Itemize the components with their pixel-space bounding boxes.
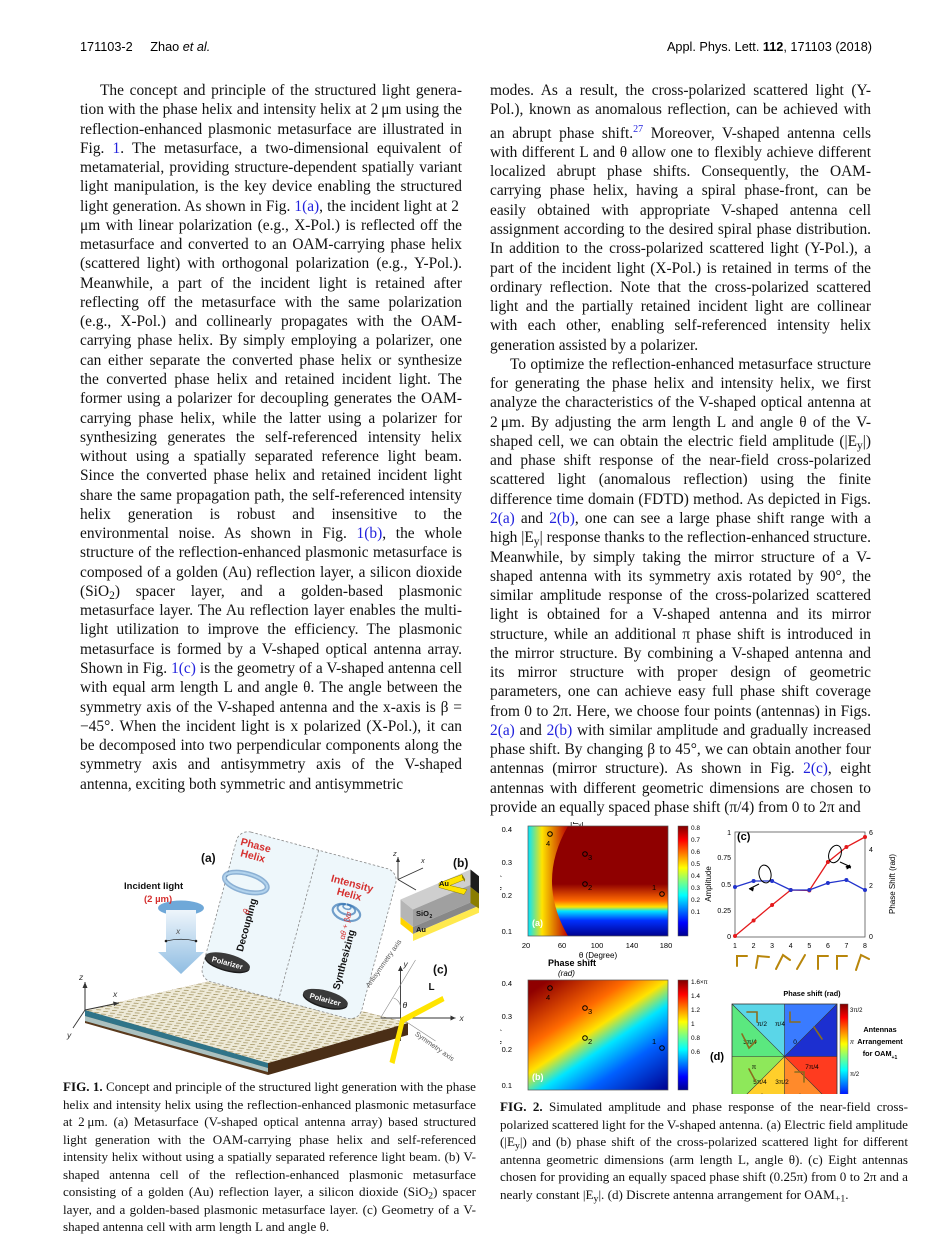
svg-text:0.1: 0.1 bbox=[691, 909, 700, 916]
svg-text:×π: ×π bbox=[700, 980, 708, 986]
svg-text:1: 1 bbox=[652, 883, 656, 892]
svg-text:3π/2: 3π/2 bbox=[775, 1079, 789, 1086]
svg-text:π/2: π/2 bbox=[850, 1072, 860, 1078]
svg-text:y: y bbox=[403, 959, 409, 969]
svg-text:z: z bbox=[392, 849, 397, 858]
svg-text:0.2: 0.2 bbox=[502, 891, 512, 900]
svg-text:0.6: 0.6 bbox=[691, 1049, 700, 1056]
svg-text:4: 4 bbox=[789, 943, 793, 950]
svg-text:180: 180 bbox=[660, 941, 673, 950]
svg-text:(a): (a) bbox=[532, 918, 543, 928]
svg-text:0.1: 0.1 bbox=[502, 927, 512, 936]
svg-text:7π/4: 7π/4 bbox=[805, 1064, 819, 1071]
svg-text:0.4: 0.4 bbox=[502, 825, 512, 834]
svg-text:100: 100 bbox=[591, 941, 604, 950]
svg-text:Symmetry axis: Symmetry axis bbox=[413, 1031, 455, 1063]
svg-text:x: x bbox=[459, 1013, 465, 1023]
svg-text:2: 2 bbox=[588, 1037, 592, 1046]
svg-text:0.3: 0.3 bbox=[691, 885, 700, 892]
svg-text:1.4: 1.4 bbox=[691, 993, 700, 1000]
svg-text:1: 1 bbox=[691, 1021, 695, 1028]
svg-text:L: L bbox=[429, 982, 435, 993]
svg-text:θ: θ bbox=[403, 1000, 408, 1010]
svg-text:z: z bbox=[78, 972, 84, 982]
svg-text:3π/2: 3π/2 bbox=[850, 1008, 863, 1014]
svg-text:20: 20 bbox=[522, 941, 530, 950]
svg-text:4: 4 bbox=[869, 847, 873, 854]
svg-text:6: 6 bbox=[826, 943, 830, 950]
svg-text:2: 2 bbox=[752, 943, 756, 950]
svg-text:Phase shift (rad): Phase shift (rad) bbox=[783, 989, 841, 998]
svg-text:0.1: 0.1 bbox=[502, 1081, 512, 1090]
svg-text:0.4: 0.4 bbox=[502, 979, 512, 988]
svg-text:3: 3 bbox=[588, 1007, 592, 1016]
svg-text:7: 7 bbox=[844, 943, 848, 950]
svg-text:0.2: 0.2 bbox=[502, 1045, 512, 1054]
svg-text:0.75: 0.75 bbox=[717, 855, 731, 862]
svg-text:0.7: 0.7 bbox=[691, 837, 700, 844]
svg-text:π: π bbox=[752, 1064, 757, 1071]
svg-text:1: 1 bbox=[733, 943, 737, 950]
svg-text:π: π bbox=[850, 1040, 855, 1046]
svg-text:L (µm): L (µm) bbox=[500, 1028, 502, 1051]
svg-text:0.6: 0.6 bbox=[691, 849, 700, 856]
svg-text:3: 3 bbox=[588, 853, 592, 862]
svg-text:Phase Shift (rad): Phase Shift (rad) bbox=[888, 854, 897, 914]
svg-text:Au: Au bbox=[416, 925, 426, 934]
svg-text:0.2: 0.2 bbox=[691, 897, 700, 904]
svg-text:3: 3 bbox=[770, 943, 774, 950]
svg-text:y: y bbox=[66, 1030, 72, 1040]
svg-text:Incident light: Incident light bbox=[124, 881, 184, 892]
svg-text:1.2: 1.2 bbox=[691, 1007, 700, 1014]
svg-text:8: 8 bbox=[863, 943, 867, 950]
svg-text:π/4: π/4 bbox=[775, 1021, 785, 1028]
svg-text:60: 60 bbox=[558, 941, 566, 950]
svg-text:(2 µm): (2 µm) bbox=[144, 894, 172, 905]
svg-text:0.8: 0.8 bbox=[691, 1035, 700, 1042]
svg-text:0.25: 0.25 bbox=[717, 908, 731, 915]
svg-text:(rad): (rad) bbox=[558, 969, 575, 978]
svg-text:1: 1 bbox=[727, 830, 731, 837]
svg-text:2: 2 bbox=[869, 883, 873, 890]
svg-text:(c): (c) bbox=[737, 831, 751, 843]
svg-text:0: 0 bbox=[869, 934, 873, 941]
svg-text:(a): (a) bbox=[201, 851, 216, 865]
svg-text:0.4: 0.4 bbox=[691, 873, 700, 880]
svg-text:Au: Au bbox=[439, 879, 449, 888]
svg-text:(b): (b) bbox=[532, 1072, 544, 1082]
svg-text:for OAM+1: for OAM+1 bbox=[863, 1049, 898, 1061]
svg-text:5: 5 bbox=[807, 943, 811, 950]
svg-text:x: x bbox=[112, 989, 118, 999]
svg-text:π/2: π/2 bbox=[757, 1021, 767, 1028]
svg-text:0.3: 0.3 bbox=[502, 858, 512, 867]
svg-text:SiO: SiO bbox=[416, 909, 429, 918]
svg-text:Antennas: Antennas bbox=[863, 1025, 896, 1034]
svg-text:Phase shift: Phase shift bbox=[548, 958, 596, 968]
svg-text:2: 2 bbox=[430, 914, 433, 920]
svg-text:0: 0 bbox=[727, 934, 731, 941]
svg-text:0.3: 0.3 bbox=[502, 1012, 512, 1021]
svg-text:(d): (d) bbox=[710, 1051, 724, 1063]
svg-text:1.6: 1.6 bbox=[691, 979, 700, 986]
svg-text:x: x bbox=[420, 856, 425, 865]
svg-text:4: 4 bbox=[546, 993, 550, 1002]
svg-text:0: 0 bbox=[793, 1039, 797, 1046]
svg-text:6: 6 bbox=[869, 830, 873, 837]
svg-text:1: 1 bbox=[652, 1037, 656, 1046]
svg-text:x: x bbox=[175, 926, 181, 936]
svg-text:2: 2 bbox=[588, 883, 592, 892]
svg-text:Amplitude: Amplitude bbox=[704, 866, 713, 902]
svg-text:(c): (c) bbox=[433, 963, 448, 977]
svg-text:4: 4 bbox=[546, 839, 550, 848]
svg-text:L (µm): L (µm) bbox=[500, 874, 502, 897]
svg-text:Arrangement: Arrangement bbox=[857, 1037, 903, 1046]
svg-text:(b): (b) bbox=[453, 856, 468, 870]
svg-text:0.5: 0.5 bbox=[721, 882, 731, 889]
svg-text:0.5: 0.5 bbox=[691, 861, 700, 868]
svg-text:0.8: 0.8 bbox=[691, 825, 700, 832]
svg-text:140: 140 bbox=[626, 941, 639, 950]
